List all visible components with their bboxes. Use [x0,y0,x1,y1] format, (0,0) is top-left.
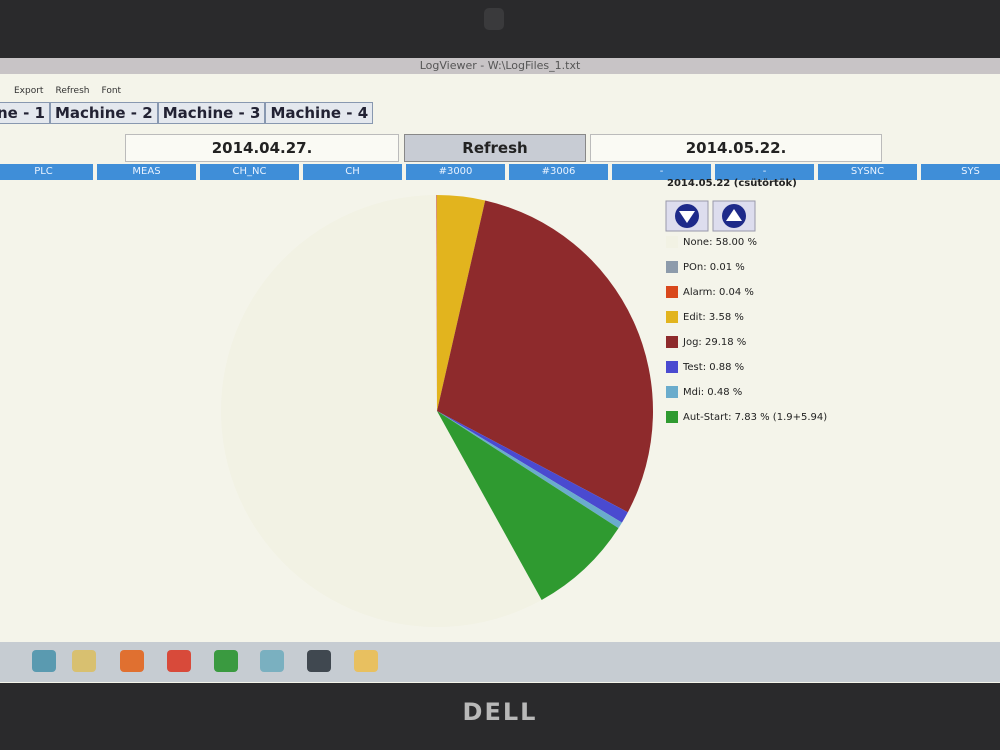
screen: LogViewer - W:\LogFiles_1.txt Export Refr… [0,58,1000,683]
legend-swatch [666,236,678,248]
refresh-button[interactable]: Refresh [404,134,586,162]
pie-slice [437,411,619,600]
tab[interactable]: Machine - 2 [49,102,158,124]
menu-item[interactable]: Font [101,86,122,96]
legend-swatch [666,386,678,398]
legend-swatch [666,286,678,298]
app-icon[interactable] [260,650,284,672]
column-header[interactable]: - [612,164,711,180]
ie-icon[interactable] [32,650,56,672]
column-header[interactable]: SYS [921,164,1000,180]
pie-slice [437,411,622,529]
column-header[interactable]: PLC [0,164,93,180]
legend-label: POn: 0.01 % [683,262,745,273]
explorer-icon[interactable] [72,650,96,672]
pie-slice [437,200,654,513]
column-header[interactable]: - [715,164,814,180]
legend-swatch [666,336,678,348]
firefox-icon[interactable] [120,650,144,672]
column-headers: PLC MEAS CH_NC CH #3000 #3006- - SYSNC SYS [0,164,1000,180]
tab-bar: ne - 1 Machine - 2 Machine - 3 Machine - 4 [0,102,374,124]
pie-slice [436,195,437,411]
legend-swatch [666,261,678,273]
camera [484,8,504,30]
legend-label: Alarm: 0.04 % [683,287,754,298]
tab[interactable]: Machine - 4 [265,102,374,124]
legend-label: Aut-Start: 7.83 % (1.9+5.94) [683,412,827,423]
legend-label: Mdi: 0.48 % [683,387,742,398]
pie-slice [437,195,486,411]
column-header[interactable]: CH [303,164,402,180]
start-date[interactable]: 2014.04.27. [125,134,399,162]
column-header[interactable]: #3006 [509,164,608,180]
legend-label: None: 58.00 % [683,237,757,248]
legend-label: Edit: 3.58 % [683,312,744,323]
chart-title: 2014.05.22 (csütörtök) [667,178,797,189]
menu-bar: Export Refresh Font [0,86,121,96]
column-header[interactable]: MEAS [97,164,196,180]
window-title: LogViewer - W:\LogFiles_1.txt [419,59,581,72]
column-header[interactable]: SYSNC [818,164,917,180]
legend-label: Jog: 29.18 % [682,337,746,348]
menu-item[interactable]: Refresh [55,86,90,96]
logviewer-icon[interactable] [354,650,378,672]
legend-swatch [666,361,678,373]
legend-swatch [666,411,678,423]
chart: 2014.05.22 (csütörtök) None: 58.00 % POn:… [221,178,827,627]
menu-item[interactable]: Export [14,86,44,96]
pie-slice [221,195,542,627]
chrome-icon[interactable] [167,650,191,672]
column-header[interactable]: #3000 [406,164,505,180]
title-bar: LogViewer - W:\LogFiles_1.txt [0,58,1000,74]
pie-slice [436,195,437,411]
up-arrow [726,209,742,221]
tab[interactable]: ne - 1 [0,102,50,124]
app-icon[interactable] [307,650,331,672]
column-header[interactable]: CH_NC [200,164,299,180]
bezel-logo: DELL [462,698,538,726]
store-icon[interactable] [214,650,238,672]
down-arrow [679,211,695,223]
legend-label: Test: 0.88 % [682,362,744,373]
taskbar [0,642,1000,682]
tab[interactable]: Machine - 3 [157,102,266,124]
pie-slice [437,411,628,523]
end-date[interactable]: 2014.05.22. [590,134,882,162]
legend-swatch [666,311,678,323]
